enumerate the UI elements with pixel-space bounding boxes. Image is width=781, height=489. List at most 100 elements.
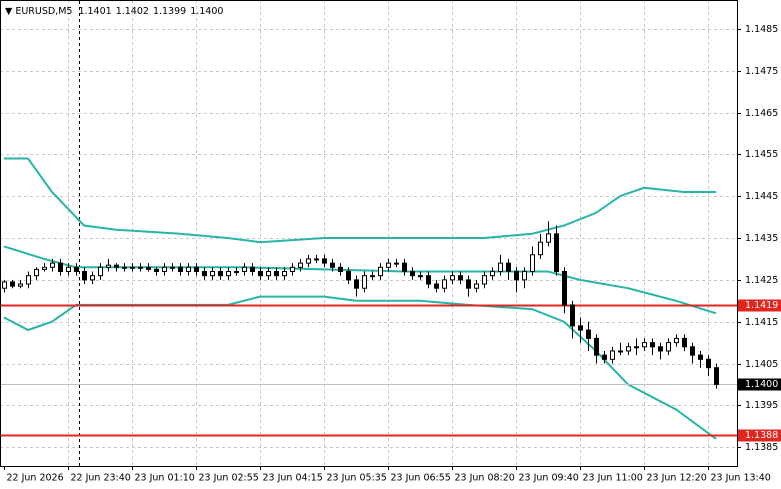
- candle-body: [442, 279, 447, 289]
- y-tick-label: 1.1445: [745, 191, 778, 202]
- candle-body: [610, 350, 615, 360]
- candle-body: [602, 354, 607, 360]
- candle-body: [714, 367, 719, 385]
- candle-body: [138, 266, 143, 269]
- ohlc-low: 1.1399: [153, 6, 186, 17]
- candle-body: [434, 283, 439, 289]
- candle-body: [362, 275, 367, 289]
- candle-body: [274, 270, 279, 277]
- candle-body: [386, 262, 391, 268]
- x-tick-label: 23 Jun 02:55: [199, 473, 259, 484]
- candle-body: [570, 304, 575, 327]
- candle-body: [410, 270, 415, 277]
- candle-body: [418, 275, 423, 278]
- candle-body: [298, 262, 303, 268]
- candle-body: [346, 270, 351, 281]
- candle-body: [426, 275, 431, 285]
- candle-body: [698, 354, 703, 360]
- candle-body: [578, 325, 583, 331]
- candle-body: [706, 358, 711, 369]
- y-tick-label: 1.1415: [745, 317, 778, 328]
- candle-body: [290, 266, 295, 272]
- candle-body: [674, 337, 679, 344]
- candle-body: [10, 281, 15, 287]
- candle-body: [66, 266, 71, 272]
- candle-body: [690, 346, 695, 356]
- x-tick-label: 23 Jun 01:10: [135, 473, 195, 484]
- axes: 1.1385 1.1395 1.1405 1.1415 1.1425 1.1435 1.14…: [4, 24, 781, 484]
- y-tick-label: 1.1425: [745, 275, 778, 286]
- candle-body: [490, 270, 495, 277]
- candle-body: [90, 275, 95, 281]
- candle-body: [162, 266, 167, 272]
- candle-body: [530, 254, 535, 272]
- candle-body: [34, 268, 39, 277]
- candle-body: [234, 270, 239, 273]
- candle-body: [658, 346, 663, 352]
- candle-body: [370, 275, 375, 278]
- band-line: [4, 157, 716, 244]
- symbol: EURUSD,M5: [15, 6, 72, 17]
- level-label: 1.1419: [745, 300, 778, 311]
- candle-body: [314, 258, 319, 261]
- candle-body: [242, 266, 247, 272]
- current-price-label: 1.1400: [745, 379, 778, 390]
- candle-body: [458, 275, 463, 281]
- level-label-box: [738, 429, 781, 442]
- plot: [0, 157, 737, 440]
- candle-body: [330, 262, 335, 268]
- candle-body: [74, 266, 79, 272]
- ohlc-open: 1.1401: [78, 6, 111, 17]
- candle-body: [258, 270, 263, 277]
- ohlc-high: 1.1402: [116, 6, 149, 17]
- collapse-icon: ▼: [5, 6, 15, 17]
- candle-body: [306, 258, 311, 264]
- candle-body: [650, 342, 655, 348]
- y-tick-label: 1.1485: [745, 24, 778, 35]
- candle-body: [170, 266, 175, 269]
- candle-body: [282, 270, 287, 277]
- candle-body: [146, 266, 151, 270]
- candle-body: [210, 270, 215, 277]
- y-tick-label: 1.1455: [745, 149, 778, 160]
- candle-body: [522, 270, 527, 281]
- header: ▼ EURUSD,M5 1.1401 1.1402 1.1399 1.1400: [5, 6, 223, 17]
- candle-body: [554, 233, 559, 272]
- candle-body: [58, 262, 63, 272]
- candle-body: [50, 262, 55, 268]
- candle-body: [466, 279, 471, 289]
- candle-body: [266, 270, 271, 277]
- y-tick-label: 1.1395: [745, 400, 778, 411]
- candle-body: [378, 266, 383, 277]
- candle-body: [642, 342, 647, 348]
- x-tick-label: 22 Jun 2026: [7, 473, 64, 484]
- candle-body: [402, 262, 407, 272]
- candle-body: [250, 266, 255, 272]
- y-tick-label: 1.1465: [745, 108, 778, 119]
- band-line: [3, 295, 717, 440]
- y-tick-label: 1.1405: [745, 359, 778, 370]
- candle-body: [178, 266, 183, 272]
- candle-body: [186, 266, 191, 272]
- candle-body: [474, 283, 479, 289]
- level-label: 1.1388: [745, 430, 778, 441]
- y-tick-label: 1.1385: [745, 442, 778, 453]
- candle-body: [106, 264, 111, 268]
- candle-body: [450, 275, 455, 281]
- ohlc-close: 1.1400: [190, 6, 223, 17]
- plot-frame: [0, 0, 738, 467]
- x-tick-label: 22 Jun 23:40: [71, 473, 131, 484]
- y-tick-label: 1.1435: [745, 233, 778, 244]
- candle-body: [18, 283, 23, 287]
- level-label-box: [738, 299, 781, 312]
- candle-body: [666, 342, 671, 352]
- x-tick-label: 23 Jun 09:40: [519, 473, 579, 484]
- candle-body: [594, 337, 599, 356]
- candle-body: [226, 270, 231, 277]
- candle-body: [618, 350, 623, 353]
- x-tick-label: 23 Jun 12:20: [647, 473, 707, 484]
- current-price-box: [738, 378, 781, 391]
- x-tick-label: 23 Jun 06:55: [391, 473, 451, 484]
- x-tick-label: 23 Jun 11:00: [583, 473, 643, 484]
